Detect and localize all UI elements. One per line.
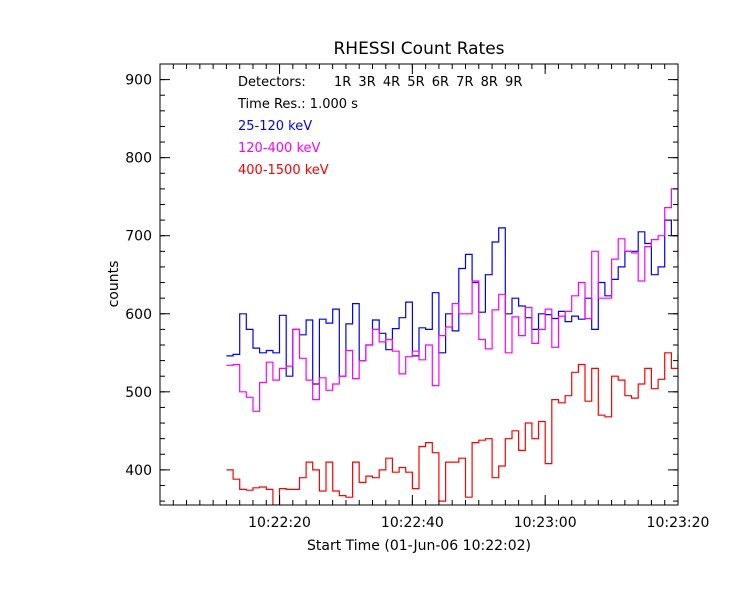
detectors-value: 1R 3R 4R 5R 6R 7R 8R 9R [334, 75, 522, 90]
y-axis-title-group: counts [106, 261, 122, 308]
legend-entry-3: 400-1500 keV [238, 163, 329, 178]
series-line-2 [226, 188, 678, 412]
detectors-label: Detectors: [238, 75, 306, 90]
y-tick-label: 900 [125, 73, 152, 89]
x-tick-label: 10:23:00 [514, 515, 577, 531]
y-tick-label: 600 [125, 307, 152, 323]
y-tick-label: 800 [125, 151, 152, 167]
chart-title: RHESSI Count Rates [333, 39, 504, 59]
ticks-layer: 10:22:20 10:22:40 10:23:00 10:23:20 400 500 60… [125, 63, 710, 531]
series-line-3 [226, 352, 678, 505]
series-layer [226, 188, 678, 505]
y-tick-label: 700 [125, 229, 152, 245]
axes-layer [159, 63, 679, 506]
series-line-1 [226, 219, 678, 385]
x-tick-label: 10:22:40 [381, 515, 444, 531]
legend-entry-2: 120-400 keV [238, 141, 321, 156]
y-tick-label: 500 [125, 385, 152, 401]
y-tick-label: 400 [125, 463, 152, 479]
legend: 25-120 keV 120-400 keV 400-1500 keV [238, 119, 329, 178]
annotation-layer: Detectors: 1R 3R 4R 5R 6R 7R 8R 9R Time … [237, 75, 522, 178]
legend-entry-1: 25-120 keV [238, 119, 312, 134]
x-axis-title: Start Time (01-Jun-06 10:22:02) [307, 538, 531, 554]
plot-frame [159, 63, 679, 506]
x-tick-label: 10:23:20 [647, 515, 710, 531]
x-tick-label: 10:22:20 [248, 515, 311, 531]
time-resolution: Time Res.: 1.000 s [237, 97, 358, 112]
y-axis-title: counts [106, 261, 122, 308]
